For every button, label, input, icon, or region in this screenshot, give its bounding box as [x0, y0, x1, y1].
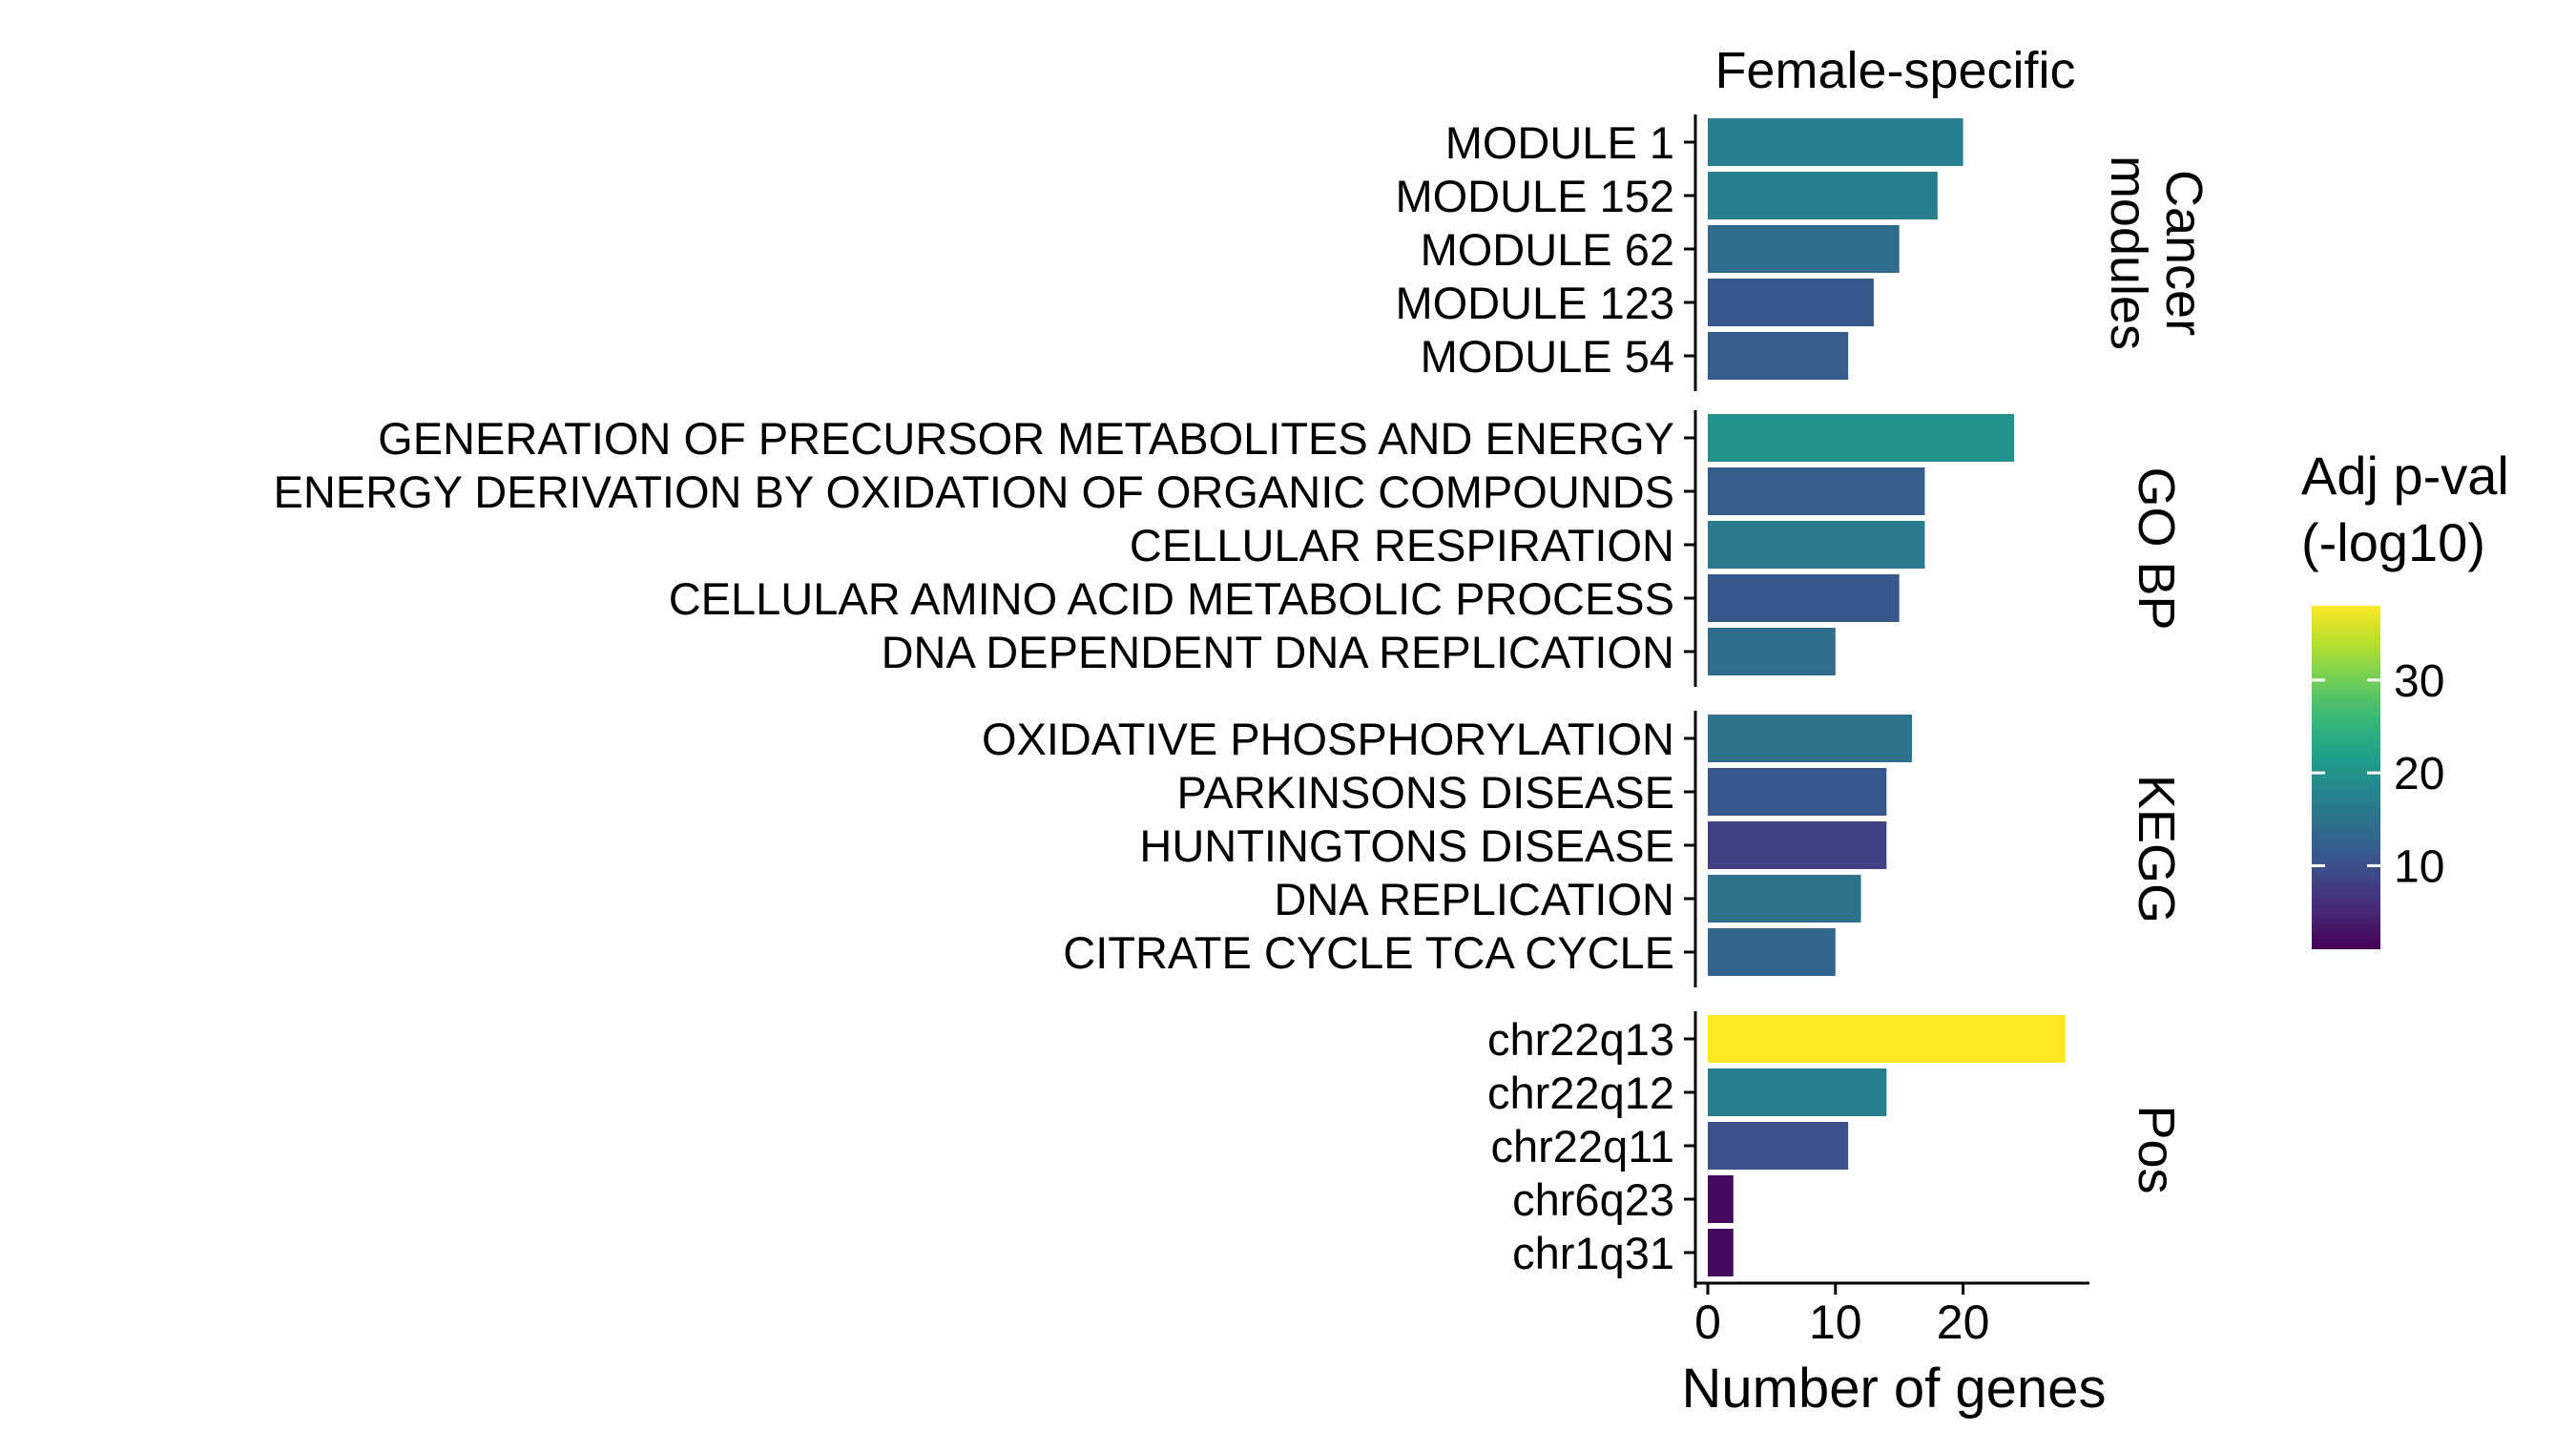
bar	[1708, 1175, 1734, 1223]
category-label: MODULE 1	[1445, 117, 1674, 168]
category-label: MODULE 62	[1421, 224, 1674, 275]
bar	[1708, 225, 1900, 273]
bar	[1708, 467, 1925, 515]
bar	[1708, 521, 1925, 569]
legend-tick-label: 10	[2394, 841, 2444, 892]
bar	[1708, 1229, 1734, 1276]
category-label: DNA REPLICATION	[1274, 874, 1674, 924]
facet-title: Female-specific	[1714, 42, 2075, 99]
bar	[1708, 628, 1836, 675]
bar	[1708, 1122, 1849, 1170]
category-label: DNA DEPENDENT DNA REPLICATION	[882, 627, 1674, 677]
category-label: chr22q12	[1487, 1068, 1674, 1118]
legend-colorbar	[2312, 606, 2380, 949]
category-label: chr22q11	[1491, 1121, 1675, 1172]
bar	[1708, 574, 1900, 622]
facet-strip-label: Cancermodules	[2100, 156, 2212, 350]
x-axis-title: Number of genes	[1682, 1358, 2107, 1420]
bar	[1708, 715, 1913, 762]
category-label: chr22q13	[1487, 1014, 1674, 1065]
color-legend: Adj p-val (-log10) 10 20 30	[2301, 446, 2509, 949]
bar	[1708, 768, 1887, 816]
facet-strip-label: Pos	[2128, 1105, 2185, 1193]
bar	[1708, 928, 1836, 976]
category-label: ENERGY DERIVATION BY OXIDATION OF ORGANI…	[274, 467, 1675, 517]
category-label: PARKINSONS DISEASE	[1177, 767, 1675, 818]
category-label: CELLULAR AMINO ACID METABOLIC PROCESS	[669, 573, 1674, 624]
category-label: CELLULAR RESPIRATION	[1130, 520, 1674, 570]
legend-tick-label: 20	[2394, 749, 2444, 799]
x-axis: 0 10 20	[1693, 1281, 2089, 1349]
bar	[1708, 118, 1963, 166]
category-label: GENERATION OF PRECURSOR METABOLITES AND …	[378, 413, 1674, 464]
x-tick-label: 0	[1694, 1296, 1721, 1349]
category-label: OXIDATIVE PHOSPHORYLATION	[982, 714, 1674, 764]
category-label: HUNTINGTONS DISEASE	[1139, 820, 1674, 871]
category-label: chr6q23	[1512, 1174, 1674, 1225]
bar	[1708, 821, 1887, 869]
bar	[1708, 172, 1938, 219]
bar	[1708, 1015, 2066, 1063]
panel: GENERATION OF PRECURSOR METABOLITES AND …	[274, 410, 2185, 687]
facet-strip-label: KEGG	[2128, 775, 2185, 923]
category-label: MODULE 123	[1395, 278, 1674, 328]
category-label: MODULE 152	[1395, 171, 1674, 221]
category-label: CITRATE CYCLE TCA CYCLE	[1063, 927, 1674, 978]
facet-strip-label: GO BP	[2128, 467, 2185, 630]
x-tick-label: 10	[1809, 1296, 1862, 1349]
bar	[1708, 279, 1874, 326]
x-tick-label: 20	[1937, 1296, 1990, 1349]
bar	[1708, 875, 1861, 923]
bar	[1708, 332, 1849, 380]
category-label: chr1q31	[1512, 1228, 1674, 1278]
category-label: MODULE 54	[1421, 331, 1674, 382]
bar	[1708, 1068, 1887, 1116]
bar	[1708, 414, 2015, 462]
legend-title: Adj p-val (-log10)	[2301, 446, 2509, 572]
legend-tick-label: 30	[2394, 656, 2444, 707]
